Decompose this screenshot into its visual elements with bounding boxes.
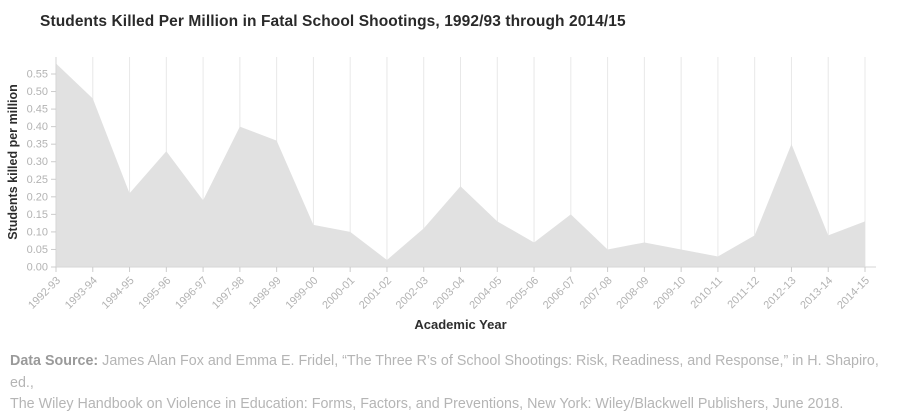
y-tick-label: 0.05 — [27, 244, 48, 256]
area-chart: 0.00 0.05 0.10 0.15 0.20 0.25 0.30 0.35 0.40 0.45… — [6, 57, 876, 332]
x-tick-label: 1992-93 — [26, 275, 63, 312]
x-tick-label: 1993-94 — [63, 275, 100, 312]
x-tick-label: 1999-00 — [283, 275, 320, 312]
x-tick-label: 2001-02 — [357, 275, 394, 312]
x-tick-label: 2000-01 — [320, 275, 357, 312]
x-tick-label: 2006-07 — [541, 275, 578, 312]
x-tick-label: 2012-13 — [762, 275, 799, 312]
x-tick-label: 2003-04 — [431, 275, 468, 312]
y-tick-label: 0.50 — [27, 86, 48, 98]
y-tick-label: 0.30 — [27, 156, 48, 168]
y-tick-label: 0.25 — [27, 174, 48, 186]
data-source-citation: James Alan Fox and Emma E. Fridel, “The … — [10, 353, 879, 391]
x-tick-label: 2009-10 — [651, 275, 688, 312]
x-tick-label: 2002-03 — [394, 275, 431, 312]
x-tick-label: 1996-97 — [173, 275, 210, 312]
area-series — [56, 63, 865, 267]
chart-title: Students Killed Per Million in Fatal Sch… — [40, 13, 626, 30]
y-tick-label: 0.10 — [27, 226, 48, 238]
x-tick-label: 1995-96 — [136, 275, 173, 312]
x-tick-label: 2004-05 — [467, 275, 504, 312]
y-tick-label: 0.35 — [27, 139, 48, 151]
x-axis-group: 1992-93 1993-94 1994-95 1995-96 1996-97 1997-… — [26, 267, 872, 312]
x-tick-label: 2013-14 — [798, 275, 835, 312]
y-tick-label: 0.45 — [27, 104, 48, 116]
x-tick-label: 2008-09 — [614, 275, 651, 312]
data-source-label: Data Source: — [10, 353, 99, 369]
y-tick-label: 0.55 — [27, 69, 48, 81]
x-tick-label: 1994-95 — [100, 275, 137, 312]
y-tick-label: 0.00 — [27, 262, 48, 274]
x-tick-label: 1997-98 — [210, 275, 247, 312]
y-tick-label: 0.20 — [27, 191, 48, 203]
data-source-line-2: The Wiley Handbook on Violence in Educat… — [10, 396, 844, 412]
x-tick-label: 2011-12 — [725, 275, 761, 311]
x-tick-label: 1998-99 — [247, 275, 284, 312]
y-axis-group: 0.00 0.05 0.10 0.15 0.20 0.25 0.30 0.35 0.40 0.45… — [27, 69, 56, 274]
x-tick-label: 2005-06 — [504, 275, 541, 312]
data-source-note: Data Source: James Alan Fox and Emma E. … — [10, 351, 900, 416]
y-axis-title: Students killed per million — [6, 84, 20, 240]
y-tick-label: 0.15 — [27, 209, 48, 221]
x-tick-label: 2007-08 — [578, 275, 615, 312]
y-tick-label: 0.40 — [27, 121, 48, 133]
data-source-line-1: Data Source: James Alan Fox and Emma E. … — [10, 351, 900, 394]
x-tick-label: 2010-11 — [689, 275, 725, 311]
x-tick-label: 2014-15 — [835, 275, 872, 312]
x-axis-title: Academic Year — [414, 317, 506, 332]
